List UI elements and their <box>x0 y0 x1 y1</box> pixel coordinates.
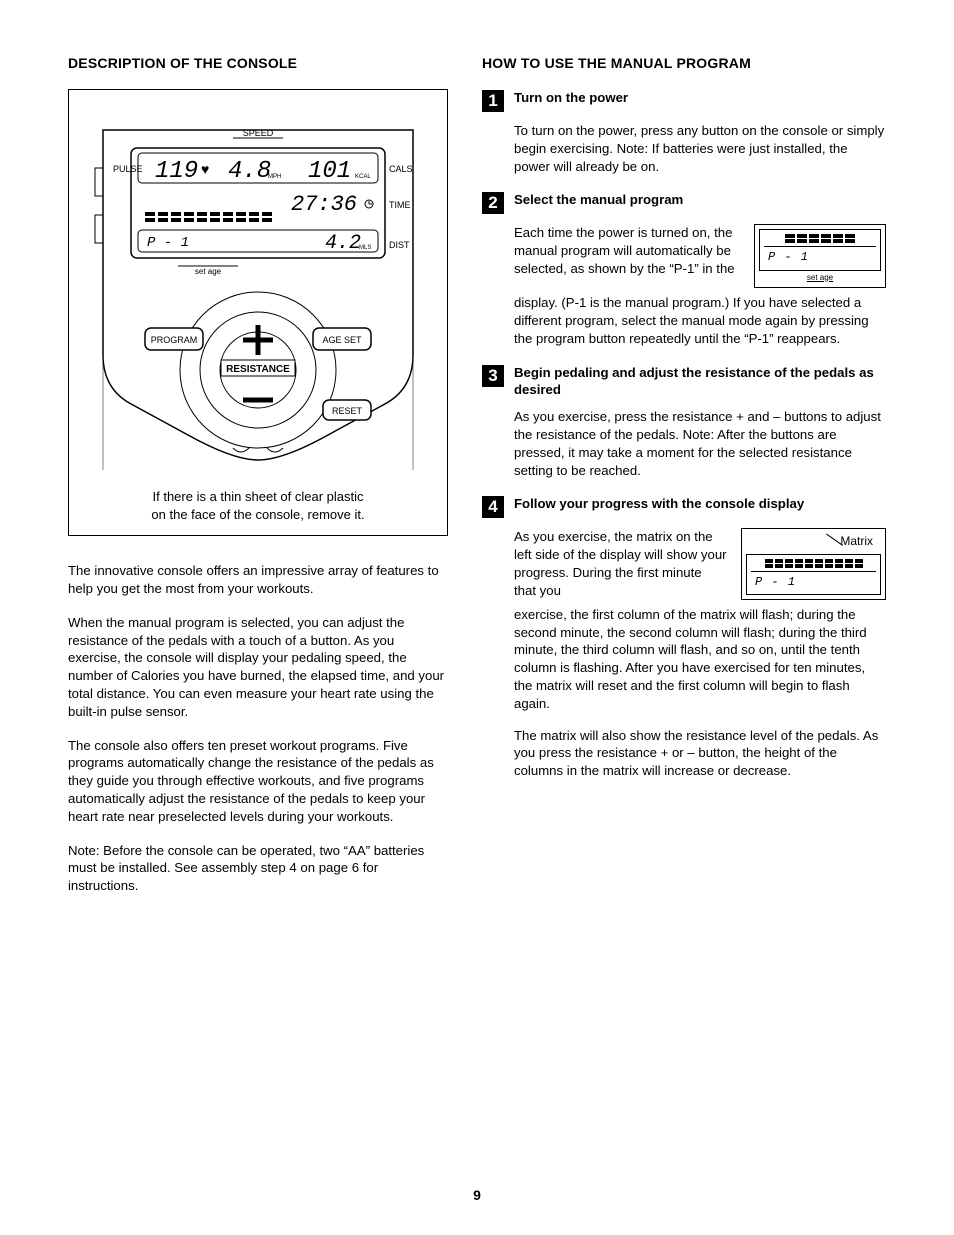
step2-body-a: Each time the power is turned on, the ma… <box>514 224 740 277</box>
step2-num: 2 <box>482 192 504 214</box>
cals-label: CALS <box>389 164 413 174</box>
matrix-bars <box>145 212 272 222</box>
set-age-label: set age <box>195 267 222 276</box>
prog-value: P - 1 <box>147 235 189 251</box>
ageset-button-label: AGE SET <box>322 335 362 345</box>
reset-button-label: RESET <box>332 406 363 416</box>
right-title: HOW TO USE THE MANUAL PROGRAM <box>482 55 886 71</box>
caption-line1: If there is a thin sheet of clear plasti… <box>153 489 364 504</box>
step1-num: 1 <box>482 90 504 112</box>
step2-title: Select the manual program <box>514 191 683 208</box>
console-diagram: SPEED PULSE CALS TIME DIST 119 ♥ 4.8 MPH… <box>68 89 448 536</box>
left-p3: The console also offers ten preset worko… <box>68 737 448 826</box>
lcd1-setage: set age <box>759 273 881 284</box>
speed-value: 4.8 <box>228 158 271 185</box>
step3-title: Begin pedaling and adjust the resistance… <box>514 364 886 398</box>
left-title: DESCRIPTION OF THE CONSOLE <box>68 55 448 71</box>
step4-body-b: exercise, the first column of the matrix… <box>514 606 886 713</box>
svg-text:MPH: MPH <box>268 174 281 180</box>
cals-value: 101 <box>308 158 351 185</box>
time-label: TIME <box>389 200 411 210</box>
lcd2-program: P - 1 <box>751 571 876 592</box>
lcd-inset-1: P - 1 set age <box>754 224 886 288</box>
step4-num: 4 <box>482 496 504 518</box>
svg-text:KCAL: KCAL <box>355 174 371 180</box>
dist-value: 4.2 <box>325 232 361 255</box>
program-button-label: PROGRAM <box>151 335 198 345</box>
pulse-value: 119 <box>155 158 198 185</box>
page-number: 9 <box>0 1187 954 1203</box>
left-p2: When the manual program is selected, you… <box>68 614 448 721</box>
step3-body: As you exercise, press the resistance + … <box>482 408 886 479</box>
step4-body-c: The matrix will also show the resistance… <box>514 727 886 780</box>
step2-body-b: display. (P-1 is the manual program.) If… <box>514 294 886 347</box>
resistance-label: RESISTANCE <box>226 364 290 375</box>
time-value: 27:36 <box>291 192 357 217</box>
speed-label: SPEED <box>243 128 274 138</box>
left-p1: The innovative console offers an impress… <box>68 562 448 598</box>
left-p4: Note: Before the console can be operated… <box>68 842 448 895</box>
lcd-inset-2: Matrix P - 1 <box>741 528 886 599</box>
lcd1-program: P - 1 <box>764 246 876 267</box>
caption-line2: on the face of the console, remove it. <box>151 507 364 522</box>
step4-body-a: As you exercise, the matrix on the left … <box>514 528 727 599</box>
step3-num: 3 <box>482 365 504 387</box>
svg-text:♥: ♥ <box>201 161 209 177</box>
step1-title: Turn on the power <box>514 89 628 106</box>
step4-title: Follow your progress with the console di… <box>514 495 804 512</box>
svg-text:MLS: MLS <box>359 245 371 251</box>
dist-label: DIST <box>389 240 410 250</box>
matrix-label: Matrix <box>840 534 873 548</box>
step1-body: To turn on the power, press any button o… <box>482 122 886 175</box>
